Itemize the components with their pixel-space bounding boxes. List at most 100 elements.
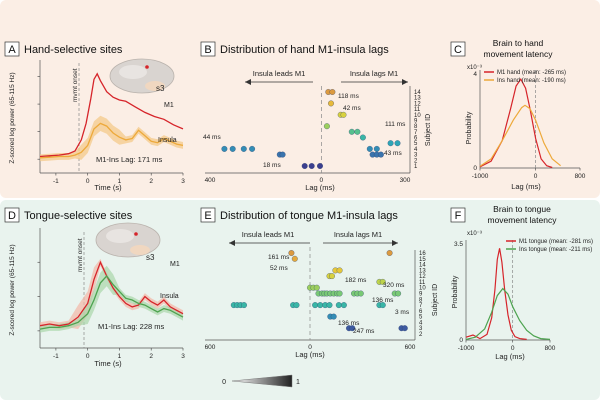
lag-point: [308, 163, 315, 169]
y-tick-label-7: 8: [414, 124, 418, 130]
panel-d-title: Tongue-selective sites: [24, 210, 133, 222]
hand-row-background: [0, 0, 600, 198]
lag-point: [312, 302, 319, 309]
y-tick-label-8: 10: [419, 286, 426, 292]
panel-b-lags-label: Insula lags M1: [350, 69, 398, 78]
point-label-6: 136 ms: [338, 320, 360, 327]
lag-point: [379, 278, 386, 285]
lag-point: [394, 140, 401, 147]
lag-point: [387, 140, 394, 147]
lag-point: [386, 250, 393, 256]
x-tick-label-2: 1: [118, 178, 122, 185]
panel-f-title-line2: movement latency: [488, 215, 558, 225]
panel-c-letter-box: [450, 41, 466, 57]
point-label-3: 320 ms: [383, 282, 405, 289]
lag-point: [241, 302, 247, 309]
panel-c-xlabel: Lag (ms): [511, 182, 541, 191]
point-label-3: 44 ms: [203, 134, 221, 141]
panel-b-letter: B: [204, 44, 211, 56]
lag-point: [240, 145, 247, 152]
lag-point: [336, 290, 343, 297]
lag-point: [373, 145, 380, 152]
lag-point: [293, 302, 300, 309]
x-tick-label-1: 0: [320, 177, 324, 184]
lag-point: [317, 302, 324, 309]
panel-d: D Tongue-selective sites mvmt onset Z-sc…: [4, 207, 185, 368]
lag-point: [349, 325, 356, 332]
y-tick-label-9: 10: [414, 113, 421, 119]
panel-d-xlabel: Time (s): [94, 359, 122, 368]
panel-a-title: Hand-selective sites: [24, 44, 123, 56]
panel-b-ylabel: Subject ID: [425, 114, 432, 146]
y-tick-label-1: 2: [414, 158, 418, 164]
panel-d-m1-error-band: [40, 258, 183, 330]
x-tick-label-4: 3: [181, 178, 185, 185]
y-tick-label-2: 3: [414, 153, 418, 159]
lag-point: [336, 267, 343, 274]
panel-f: F Brain to tongue movement latency x10⁻³…: [450, 204, 593, 361]
panel-f-yscale: x10⁻³: [467, 231, 482, 237]
x-tick-label-2: 800: [545, 345, 556, 352]
panel-c-letter: C: [454, 44, 462, 56]
panel-d-m1-line: [39, 260, 184, 327]
panel-f-xlabel: Lag (ms): [495, 352, 525, 361]
panel-d-letter-box: [4, 207, 20, 223]
lag-point: [221, 145, 228, 152]
point-label-5: 18 ms: [263, 162, 281, 169]
point-label-1: 42 ms: [343, 105, 361, 112]
y-tick-label-14: 16: [419, 251, 426, 257]
lag-point: [301, 163, 308, 169]
x-tick-label-0: -1000: [458, 345, 475, 352]
y-tick-label-12: 13: [414, 96, 421, 102]
point-label-0: 118 ms: [338, 93, 360, 100]
y-tick-label-3: 4: [414, 147, 418, 153]
y-tick-label-1: 3: [419, 326, 423, 332]
x-tick-label-0: 600: [205, 344, 216, 351]
y-tick-label-11: 12: [414, 101, 421, 107]
lag-point: [357, 290, 364, 297]
panel-c-legend-insula: Ins hand (mean: -190 ms): [497, 78, 566, 84]
panel-e-letter-box: [200, 207, 216, 223]
lag-point: [317, 163, 323, 169]
y-tick-label-12: 14: [419, 263, 426, 269]
panel-d-insula-label: Insula: [160, 293, 179, 300]
lag-point: [249, 145, 256, 152]
x-tick-label-1: 0: [534, 173, 538, 180]
panel-f-title-line1: Brain to tongue: [493, 204, 551, 214]
panel-f-letter: F: [455, 210, 462, 222]
panel-f-legend-insula: Ins tongue (mean: -211 ms): [519, 247, 592, 253]
lag-point: [366, 145, 373, 152]
point-label-5: 3 ms: [395, 309, 410, 316]
panel-b: B Distribution of hand M1-insula lags In…: [200, 41, 432, 192]
panel-a-letter-box: [4, 41, 20, 57]
panel-e-xlabel: Lag (ms): [295, 350, 325, 359]
lag-point: [329, 273, 335, 280]
panel-c-yscale: x10⁻³: [467, 65, 482, 71]
panel-a-m1-line: [39, 72, 184, 158]
x-tick-label-4: 3: [181, 353, 185, 360]
point-label-7: 247 ms: [353, 328, 375, 335]
panel-d-m1-label: M1: [170, 261, 180, 268]
panel-e: E Distribution of tongue M1-insula lags …: [200, 207, 439, 388]
y-tick-label-5: 7: [419, 303, 423, 309]
panel-a-m1-label: M1: [164, 102, 174, 109]
point-label-2: 111 ms: [385, 121, 406, 128]
y-tick-label-13: 15: [419, 257, 426, 263]
lag-point: [348, 128, 355, 135]
panel-c-legend-m1: M1 hand (mean: -265 ms): [497, 70, 566, 76]
x-tick-label-3: 2: [149, 178, 153, 185]
y-tick-label-9: 11: [419, 280, 426, 286]
y-tick-label-2: 4: [419, 320, 423, 326]
panel-a: A Hand-selective sites mvmt onset Z-scor…: [4, 41, 185, 192]
lag-point: [291, 255, 298, 262]
panel-d-ylabel: Z-scored log power (65-115 Hz): [9, 244, 16, 335]
panel-d-letter: D: [8, 210, 16, 222]
lag-point: [330, 313, 337, 320]
y-tick-label-11: 13: [419, 268, 426, 274]
lag-point: [340, 111, 347, 118]
lag-point: [279, 151, 286, 158]
lag-point: [313, 284, 320, 291]
lag-point: [395, 290, 402, 297]
lag-point: [229, 145, 236, 152]
